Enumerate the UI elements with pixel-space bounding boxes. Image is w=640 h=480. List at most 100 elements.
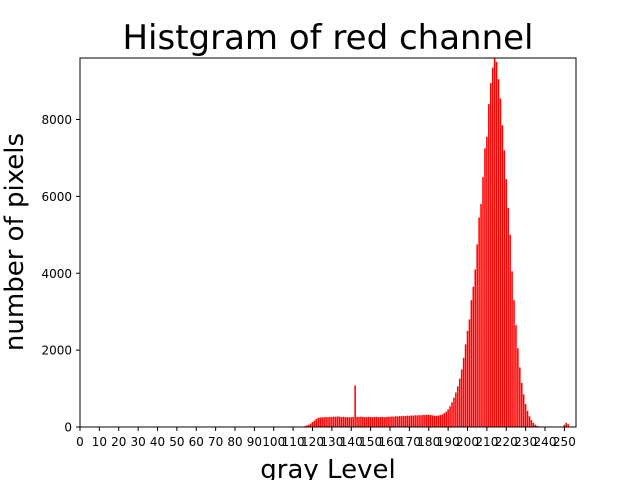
x-tick-label: 230 xyxy=(514,435,537,449)
histogram-bar xyxy=(356,416,358,427)
histogram-bar xyxy=(344,417,347,427)
histogram-bar xyxy=(449,406,451,427)
histogram-bar xyxy=(520,382,523,427)
histogram-bar xyxy=(517,348,519,427)
histogram-bar xyxy=(488,104,490,428)
histogram-bar xyxy=(342,416,345,427)
histogram-bar xyxy=(503,150,506,427)
histogram-bar xyxy=(387,416,389,427)
histogram-bar xyxy=(474,269,477,427)
histogram-bar xyxy=(445,411,447,428)
histogram-bar xyxy=(489,82,492,427)
histogram-bar xyxy=(528,416,531,427)
histogram-bar xyxy=(325,417,327,427)
x-tick-label: 50 xyxy=(169,435,184,449)
histogram-bar xyxy=(472,286,475,427)
histogram-bar xyxy=(367,416,370,427)
histogram-bar xyxy=(371,417,374,427)
histogram-bar xyxy=(505,179,508,427)
x-tick-label: 160 xyxy=(379,435,402,449)
histogram-bar xyxy=(511,271,513,427)
histogram-bar xyxy=(364,417,366,427)
histogram-bar xyxy=(381,416,384,427)
histogram-bar xyxy=(365,417,368,427)
histogram-bar xyxy=(418,415,420,427)
histogram-bar xyxy=(486,136,488,428)
histogram-bar xyxy=(536,425,539,427)
histogram-bar xyxy=(482,177,484,427)
histogram-bar xyxy=(522,394,525,427)
histogram-bar xyxy=(319,417,322,427)
histogram-bar xyxy=(311,422,314,427)
histogram-bar xyxy=(331,417,333,427)
histogram-bar xyxy=(383,417,385,427)
histogram-bar xyxy=(433,415,436,427)
histogram-bar xyxy=(424,415,426,427)
y-axis-label: number of pixels xyxy=(0,133,30,351)
x-tick-label: 190 xyxy=(437,435,460,449)
histogram-bar xyxy=(307,424,310,427)
histogram-bar xyxy=(443,413,446,427)
histogram-bar xyxy=(354,385,356,427)
x-tick-label: 170 xyxy=(398,435,421,449)
histogram-bar xyxy=(362,416,364,427)
histogram-bar xyxy=(495,61,498,428)
x-tick-label: 100 xyxy=(262,435,285,449)
histogram-bar xyxy=(476,244,478,427)
histogram-bar xyxy=(389,416,391,427)
histogram-bar xyxy=(305,425,308,427)
histogram-bar xyxy=(426,414,428,427)
histogram-bar xyxy=(497,79,500,427)
x-tick-label: 220 xyxy=(495,435,518,449)
histogram-bar xyxy=(315,418,318,427)
histogram-bar xyxy=(431,415,434,427)
y-tick-label: 4000 xyxy=(41,267,72,281)
histogram-bar xyxy=(360,416,362,427)
histogram-bar xyxy=(491,67,494,428)
histogram-bar xyxy=(336,416,339,427)
histogram-bar xyxy=(327,417,329,427)
x-tick-label: 120 xyxy=(301,435,324,449)
histogram-bar xyxy=(346,417,349,427)
histogram-bar xyxy=(395,416,397,427)
histogram-bar xyxy=(414,415,416,427)
histogram-bar xyxy=(468,319,471,428)
x-tick-label: 70 xyxy=(208,435,223,449)
histogram-bar xyxy=(323,417,325,427)
x-tick-label: 140 xyxy=(340,435,363,449)
histogram-bar xyxy=(526,410,529,427)
histogram-bar xyxy=(563,424,566,427)
y-tick-label: 0 xyxy=(64,421,72,435)
histogram-bar xyxy=(410,415,413,427)
x-tick-label: 0 xyxy=(76,435,84,449)
histogram-bar xyxy=(435,415,438,427)
x-tick-label: 130 xyxy=(320,435,343,449)
histogram-bar xyxy=(441,414,444,427)
histogram-bar xyxy=(309,423,312,427)
histogram-bar xyxy=(519,367,521,427)
histogram-bar xyxy=(406,415,409,427)
histogram-bar xyxy=(398,416,401,427)
histogram-bar xyxy=(530,420,533,427)
histogram-bar xyxy=(422,414,424,427)
x-tick-label: 40 xyxy=(150,435,165,449)
histogram-bar xyxy=(493,58,496,427)
histogram-bar xyxy=(462,357,465,427)
histogram-bar xyxy=(321,417,323,427)
histogram-bar xyxy=(313,420,316,427)
y-tick-label: 2000 xyxy=(41,344,72,358)
x-tick-label: 250 xyxy=(553,435,576,449)
histogram-bar xyxy=(329,416,331,427)
plot-frame xyxy=(79,57,577,428)
x-tick-label: 200 xyxy=(456,435,479,449)
x-tick-label: 10 xyxy=(92,435,107,449)
histogram-bar xyxy=(455,392,457,427)
histogram-bar xyxy=(393,416,395,427)
histogram-bar xyxy=(369,417,372,427)
histogram-bar xyxy=(429,415,432,427)
histogram-bar xyxy=(408,415,411,427)
histogram-bar xyxy=(484,148,486,427)
histogram-bar xyxy=(333,416,335,427)
y-tick-label: 6000 xyxy=(41,190,72,204)
